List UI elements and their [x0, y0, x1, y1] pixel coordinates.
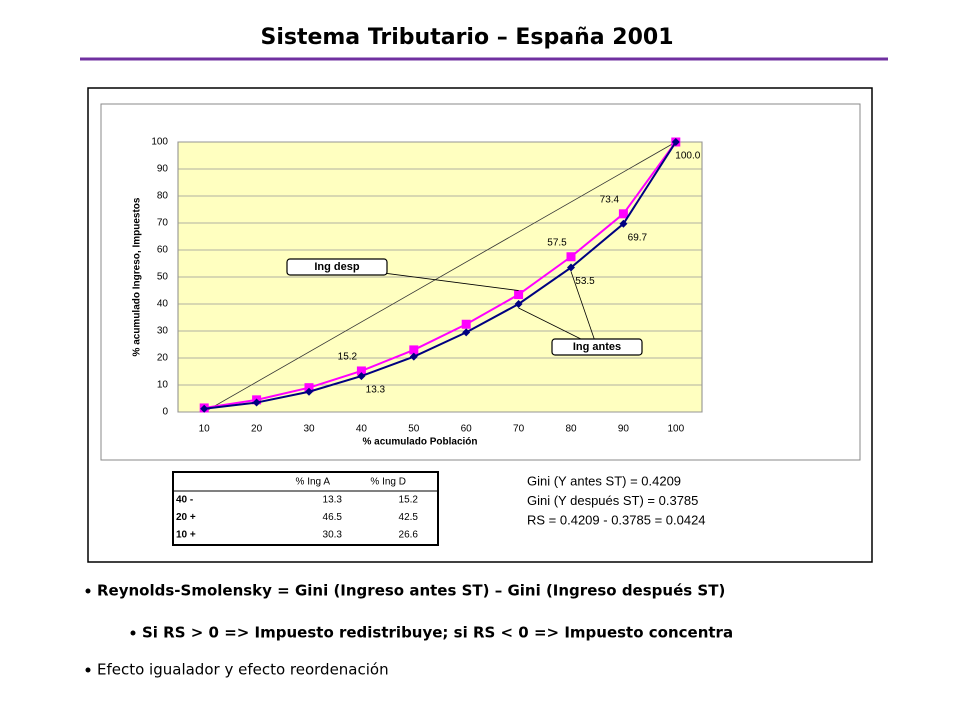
bullet-dot: [130, 630, 136, 636]
marker: [461, 319, 471, 329]
table-cell: 26.6: [399, 530, 419, 541]
series-line: [204, 141, 677, 409]
x-tick-label: 20: [251, 424, 263, 435]
callout-label: Ing antes: [573, 341, 621, 353]
data-label: 13.3: [366, 385, 386, 396]
marker: [462, 328, 471, 337]
gini-text: Gini (Y después ST) = 0.3785: [527, 493, 698, 508]
table-cell: 15.2: [399, 495, 419, 506]
table-cell: 42.5: [399, 512, 419, 523]
table-frame: [172, 471, 439, 546]
y-tick-label: 30: [157, 326, 169, 337]
y-tick-label: 80: [157, 191, 169, 202]
gini-text: RS = 0.4209 - 0.3785 = 0.0424: [527, 512, 706, 527]
bullet-dot: [85, 588, 91, 594]
callout-box: [286, 258, 388, 276]
callout-label: Ing desp: [314, 261, 360, 273]
data-label: 69.7: [628, 232, 648, 243]
x-tick-label: 10: [199, 424, 211, 435]
x-tick-label: 50: [408, 424, 420, 435]
y-tick-label: 10: [157, 380, 169, 391]
x-tick-label: 90: [618, 424, 630, 435]
marker: [567, 263, 575, 272]
marker: [305, 387, 313, 396]
y-tick-label: 0: [162, 407, 168, 418]
y-axis-label: % acumulado Ingreso, Impuestos: [132, 197, 143, 356]
x-tick-label: 30: [303, 424, 315, 435]
marker: [200, 404, 209, 413]
marker: [619, 219, 628, 228]
callout-pointer: [570, 271, 598, 348]
marker: [304, 383, 314, 393]
equality-line: [204, 141, 676, 413]
marker: [409, 345, 419, 355]
x-tick-label: 70: [513, 424, 525, 435]
series-line: [204, 141, 677, 410]
y-tick-label: 50: [157, 272, 169, 283]
table-cell: 46.5: [323, 512, 343, 523]
x-axis-label: % acumulado Población: [362, 437, 477, 448]
y-tick-label: 60: [157, 245, 169, 256]
marker: [252, 398, 261, 407]
marker: [357, 372, 366, 381]
marker: [514, 300, 523, 308]
table-header: % Ing A: [296, 477, 331, 488]
bullet-text: Si RS > 0 => Impuesto redistribuye; si R…: [142, 624, 733, 642]
data-label: 15.2: [338, 352, 358, 363]
marker: [409, 352, 418, 361]
y-tick-label: 70: [157, 218, 169, 229]
slide-title: Sistema Tributario – España 2001: [260, 25, 673, 50]
y-tick-label: 20: [157, 353, 169, 364]
data-label: 73.4: [600, 194, 620, 205]
data-label: 57.5: [547, 237, 567, 248]
table-cell: 13.3: [323, 495, 343, 506]
table-cell: 30.3: [323, 530, 343, 541]
x-tick-label: 40: [356, 424, 368, 435]
gini-text: Gini (Y antes ST) = 0.4209: [527, 473, 681, 488]
y-tick-label: 100: [151, 137, 168, 148]
table-cell: 10 +: [176, 530, 196, 541]
marker: [356, 366, 366, 376]
y-tick-label: 90: [157, 164, 169, 175]
bullet-text: Reynolds-Smolensky = Gini (Ingreso antes…: [97, 582, 725, 600]
marker: [566, 252, 576, 262]
x-tick-label: 60: [461, 424, 473, 435]
x-tick-label: 80: [565, 424, 577, 435]
x-tick-label: 100: [667, 424, 684, 435]
bullet-dot: [85, 667, 91, 673]
marker: [671, 138, 680, 146]
bullet-text: Efecto igualador y efecto reordenación: [97, 661, 389, 679]
data-label: 100.0: [675, 151, 700, 162]
table-cell: 20 +: [176, 512, 196, 523]
table-header: % Ing D: [370, 477, 406, 488]
y-tick-label: 40: [157, 299, 169, 310]
data-label: 53.5: [575, 276, 595, 287]
table-cell: 40 -: [176, 495, 193, 506]
marker: [618, 209, 628, 219]
callout-box: [551, 338, 643, 356]
marker: [514, 290, 524, 300]
